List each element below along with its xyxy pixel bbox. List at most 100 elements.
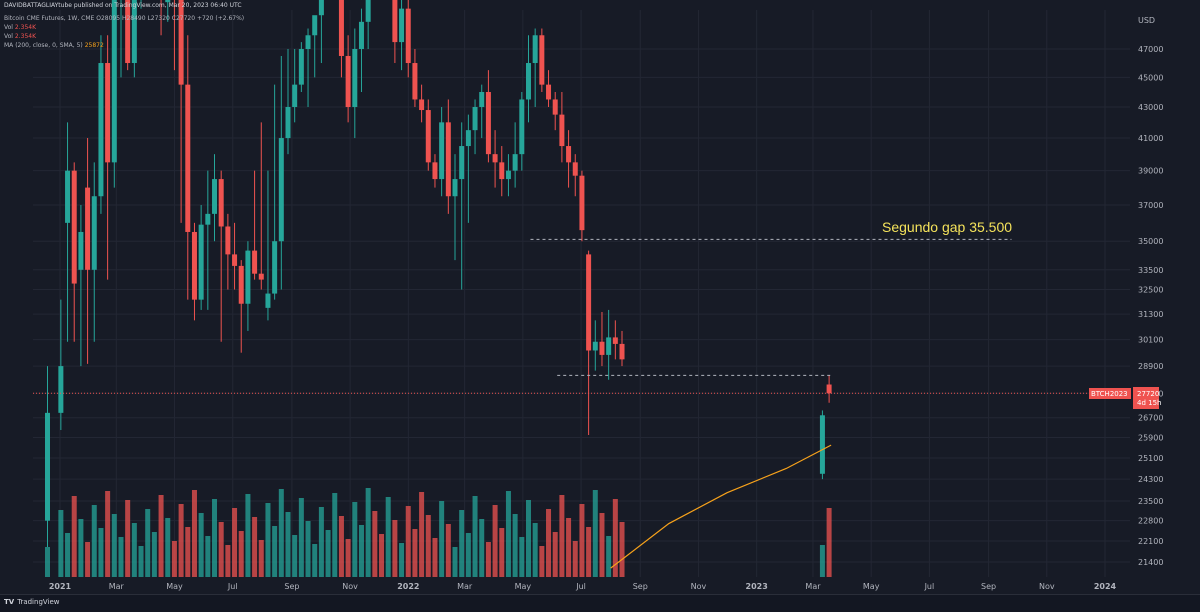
volume-bars — [45, 488, 832, 577]
candle-body — [525, 63, 531, 100]
symbol-line[interactable]: Bitcoin CME Futures, 1W, CME O28095 H284… — [4, 15, 245, 22]
volume-bar — [158, 495, 164, 577]
candle-body — [352, 49, 358, 107]
candle-body — [245, 250, 251, 304]
candle-body — [505, 170, 511, 180]
volume-bar — [198, 513, 204, 577]
candle-body — [198, 224, 204, 300]
price-tick-label: 24300 — [1138, 475, 1163, 484]
gap-lines — [33, 238, 1130, 394]
grid-lines — [33, 10, 1130, 577]
tradingview-logo[interactable]: TV TradingView — [4, 598, 60, 606]
vol1-label: Vol — [4, 24, 13, 31]
price-tick-label: 25100 — [1138, 454, 1163, 463]
price-tick-label: 21400 — [1138, 558, 1163, 567]
candle-body — [265, 293, 271, 308]
candle-body — [439, 122, 445, 180]
volume-bar — [392, 520, 398, 577]
candle-body — [252, 250, 258, 274]
candle-body — [71, 170, 77, 284]
candle-body — [365, 0, 371, 22]
volume-bar — [399, 543, 405, 577]
candle-body — [165, 0, 171, 3]
volume-bar — [58, 510, 64, 577]
candle-body — [65, 170, 71, 223]
candle-body — [91, 196, 97, 270]
time-axis[interactable]: 2021 Mar May Jul Sep Nov 2022 Mar May Jul Sep Nov 20… — [49, 582, 1117, 591]
volume-bar — [539, 546, 545, 577]
candle-body — [465, 130, 471, 147]
price-axis[interactable]: 21400 22100 22800 23500 24300 25100 25900 26700… — [1138, 16, 1163, 567]
price-tick-label: 26700 — [1138, 414, 1163, 423]
volume-bar — [572, 541, 578, 577]
time-tick-label: Nov — [1039, 582, 1055, 591]
time-tick-label: Mar — [457, 582, 473, 591]
volume-bar — [232, 508, 238, 577]
volume-bar — [566, 518, 572, 577]
volume-bar — [338, 516, 344, 577]
volume-bar — [405, 506, 411, 577]
volume-bar — [352, 502, 358, 577]
candlestick-series — [45, 0, 832, 547]
price-tick-label: 22100 — [1138, 537, 1163, 546]
vol2-row: Vol 2.354K — [4, 33, 36, 40]
time-tick-label: May — [515, 582, 532, 591]
candle-body — [606, 337, 612, 355]
volume-bar — [546, 509, 552, 577]
volume-bar — [78, 519, 84, 577]
candle-body — [298, 49, 304, 85]
price-tag-price: 27720 — [1137, 390, 1159, 398]
volume-bar — [298, 498, 304, 577]
time-tick-label: 2022 — [397, 582, 419, 591]
volume-bar — [465, 533, 471, 577]
ma-label: MA (200, close, 0, SMA, 5) — [4, 42, 83, 49]
price-tick-label: 22800 — [1138, 517, 1163, 526]
price-tag-countdown: 4d 15h — [1137, 399, 1161, 407]
candle-body — [559, 114, 565, 147]
volume-bar — [619, 522, 625, 577]
candle-body — [292, 84, 298, 107]
vol2-label: Vol — [4, 33, 13, 40]
candle-body — [819, 415, 825, 474]
candle-body — [131, 0, 137, 64]
candle-body — [432, 162, 438, 180]
volume-bar — [372, 511, 378, 577]
candle-body — [539, 35, 545, 85]
candle-body — [111, 0, 117, 163]
ma-line — [610, 444, 832, 569]
ma-value: 25872 — [84, 42, 104, 49]
price-tick-label: 39000 — [1138, 167, 1163, 176]
volume-bar — [325, 530, 331, 577]
price-tick-label: 47000 — [1138, 45, 1163, 54]
volume-bar — [505, 491, 511, 577]
volume-bar — [385, 497, 391, 577]
time-tick-label: 2023 — [746, 582, 768, 591]
ma-row: MA (200, close, 0, SMA, 5) 25872 — [4, 42, 104, 49]
volume-bar — [178, 504, 184, 577]
volume-bar — [472, 496, 478, 577]
volume-bar — [525, 500, 531, 577]
volume-bar — [45, 547, 51, 577]
candle-body — [318, 0, 324, 16]
candle-body — [586, 254, 592, 351]
gap-annotation: Segundo gap 35.500 — [882, 219, 1012, 235]
volume-bar — [425, 515, 431, 577]
candle-body — [178, 0, 184, 85]
volume-bar — [138, 546, 144, 577]
candle-body — [619, 343, 625, 360]
volume-bar — [191, 490, 197, 577]
volume-bar — [612, 499, 618, 577]
candle-body — [599, 341, 605, 355]
candle-body — [305, 35, 311, 49]
time-tick-label: Mar — [805, 582, 821, 591]
price-tick-label: 35000 — [1138, 237, 1163, 246]
price-tick-label: 37000 — [1138, 201, 1163, 210]
volume-bar — [499, 528, 505, 577]
volume-bar — [826, 508, 832, 577]
tradingview-brand: TradingView — [17, 598, 60, 606]
candle-body — [392, 0, 398, 43]
volume-bar — [285, 512, 291, 577]
footer-bar: TV TradingView — [0, 594, 1200, 612]
volume-bar — [332, 493, 338, 577]
